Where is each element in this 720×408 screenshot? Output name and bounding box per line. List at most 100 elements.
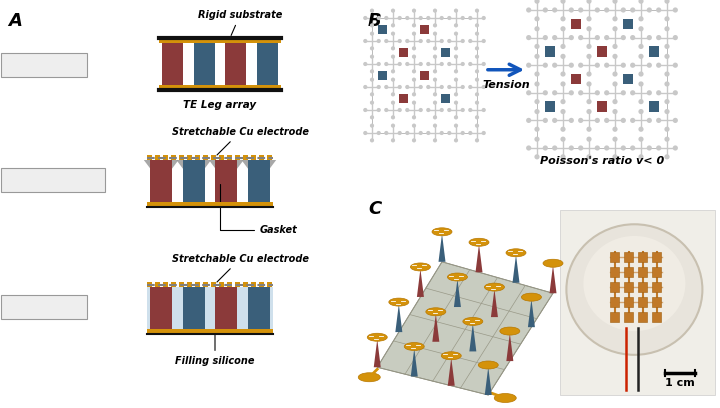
- Bar: [243, 155, 248, 160]
- Circle shape: [613, 154, 618, 160]
- Bar: [420, 25, 428, 34]
- Circle shape: [370, 124, 374, 128]
- Circle shape: [391, 31, 395, 36]
- FancyBboxPatch shape: [1, 168, 105, 192]
- Bar: [159, 38, 281, 43]
- Circle shape: [656, 118, 661, 123]
- Polygon shape: [438, 234, 446, 262]
- Circle shape: [647, 145, 652, 151]
- Bar: [225, 43, 246, 85]
- Circle shape: [569, 145, 574, 151]
- Circle shape: [397, 16, 402, 20]
- Circle shape: [552, 118, 557, 123]
- Circle shape: [426, 108, 431, 112]
- Bar: [148, 155, 153, 160]
- Circle shape: [639, 99, 644, 104]
- Circle shape: [447, 16, 451, 20]
- Bar: [649, 102, 660, 112]
- Bar: [148, 287, 273, 329]
- Circle shape: [665, 54, 670, 59]
- Bar: [150, 287, 172, 329]
- Circle shape: [613, 81, 618, 86]
- Circle shape: [391, 124, 395, 128]
- Bar: [150, 160, 172, 202]
- Circle shape: [475, 138, 479, 142]
- Circle shape: [595, 62, 600, 68]
- Circle shape: [613, 26, 618, 31]
- Text: Gasket: Gasket: [220, 184, 298, 235]
- Circle shape: [639, 81, 644, 86]
- Circle shape: [569, 90, 574, 95]
- Circle shape: [433, 69, 437, 73]
- Polygon shape: [549, 265, 557, 293]
- Polygon shape: [161, 160, 179, 183]
- Ellipse shape: [426, 308, 446, 316]
- Bar: [212, 282, 216, 287]
- Circle shape: [475, 100, 479, 105]
- Circle shape: [397, 39, 402, 43]
- Bar: [400, 94, 408, 103]
- Circle shape: [482, 108, 486, 112]
- Circle shape: [370, 46, 374, 51]
- Bar: [148, 329, 273, 334]
- Circle shape: [405, 131, 410, 135]
- Polygon shape: [454, 279, 461, 307]
- Ellipse shape: [485, 283, 505, 291]
- Circle shape: [454, 23, 458, 27]
- Circle shape: [384, 108, 388, 112]
- Circle shape: [433, 100, 437, 105]
- Bar: [624, 266, 634, 277]
- Circle shape: [534, 99, 539, 104]
- Bar: [441, 48, 450, 57]
- Bar: [378, 71, 387, 80]
- Circle shape: [526, 7, 531, 13]
- Circle shape: [534, 109, 539, 114]
- Bar: [652, 252, 662, 262]
- Circle shape: [665, 137, 670, 142]
- Circle shape: [639, 109, 644, 114]
- Circle shape: [656, 145, 661, 151]
- Circle shape: [475, 46, 479, 51]
- Circle shape: [418, 108, 423, 112]
- Circle shape: [560, 44, 566, 49]
- Bar: [267, 155, 272, 160]
- Circle shape: [639, 44, 644, 49]
- Text: Filling silicone: Filling silicone: [175, 332, 255, 366]
- Circle shape: [543, 62, 548, 68]
- Bar: [215, 287, 237, 329]
- Circle shape: [454, 9, 458, 13]
- Ellipse shape: [432, 228, 452, 236]
- Circle shape: [433, 124, 437, 128]
- Circle shape: [370, 31, 374, 36]
- Circle shape: [656, 90, 661, 95]
- Bar: [639, 266, 647, 277]
- Circle shape: [604, 7, 609, 13]
- Circle shape: [412, 23, 416, 27]
- Ellipse shape: [469, 238, 489, 246]
- Bar: [228, 282, 233, 287]
- Bar: [623, 74, 633, 84]
- Circle shape: [630, 7, 635, 13]
- Circle shape: [468, 62, 472, 66]
- Bar: [611, 266, 619, 277]
- Circle shape: [560, 126, 566, 132]
- Circle shape: [630, 90, 635, 95]
- Circle shape: [454, 55, 458, 59]
- Circle shape: [475, 55, 479, 59]
- Circle shape: [569, 7, 574, 13]
- Circle shape: [377, 85, 381, 89]
- Bar: [639, 252, 647, 262]
- Text: Tension: Tension: [482, 80, 530, 90]
- Circle shape: [560, 26, 566, 31]
- Text: Filled Gap: Filled Gap: [13, 302, 76, 312]
- Circle shape: [630, 35, 635, 40]
- Circle shape: [656, 62, 661, 68]
- Circle shape: [418, 131, 423, 135]
- Circle shape: [475, 78, 479, 82]
- Circle shape: [534, 44, 539, 49]
- Circle shape: [412, 9, 416, 13]
- Circle shape: [391, 100, 395, 105]
- Circle shape: [475, 31, 479, 36]
- Circle shape: [672, 145, 678, 151]
- Bar: [248, 287, 270, 329]
